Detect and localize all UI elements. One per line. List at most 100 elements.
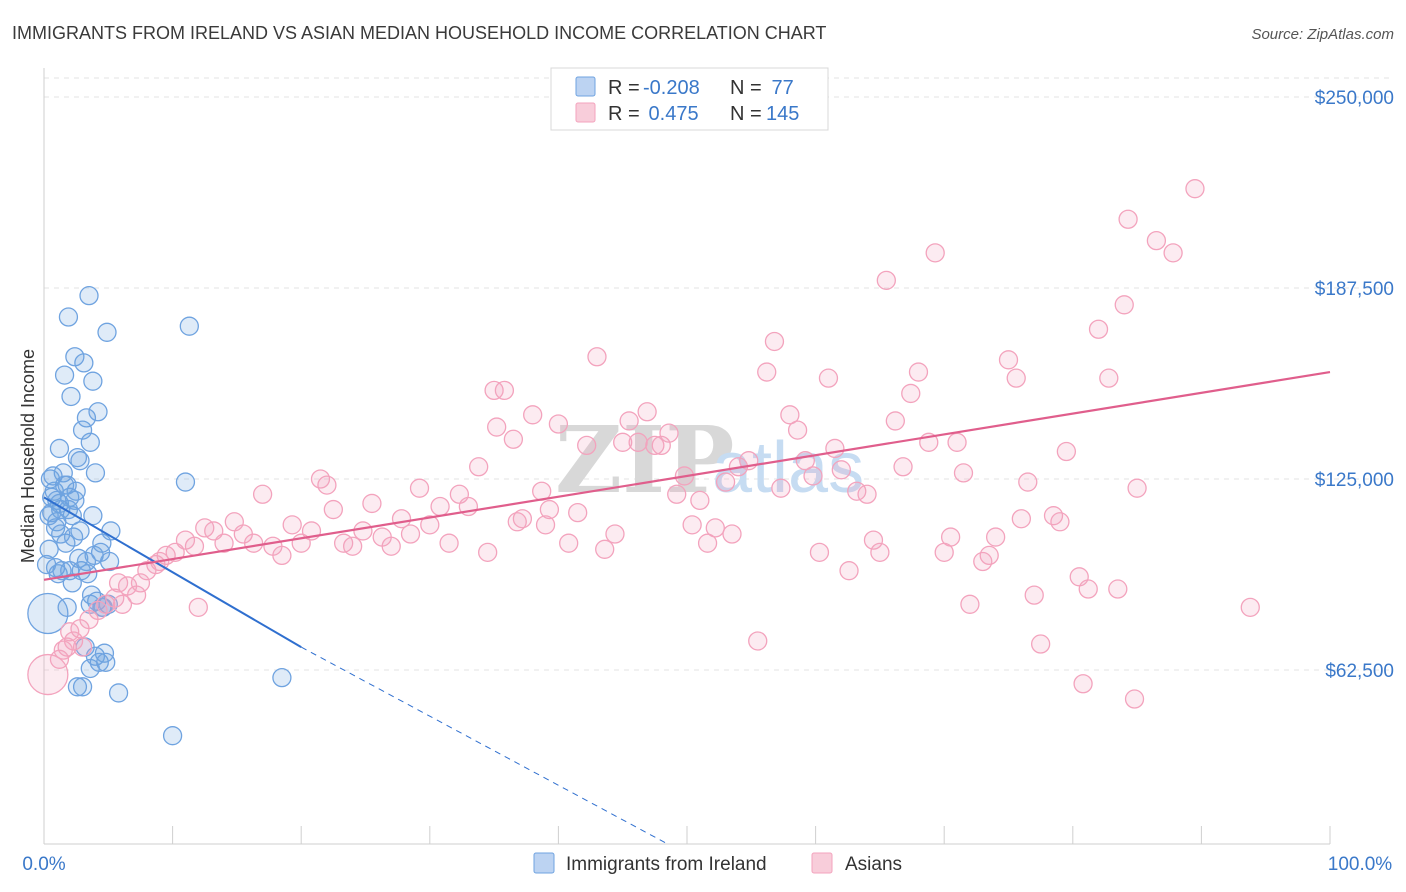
asians-point [214, 533, 234, 553]
ireland-point [54, 365, 75, 385]
chart-source: Source: ZipAtlas.com [1251, 26, 1394, 43]
series-asians-points [27, 179, 1260, 709]
trend-lines [43, 370, 1331, 845]
asians-point [484, 380, 504, 401]
asians-point [1078, 579, 1098, 599]
ireland-point [272, 667, 292, 688]
ireland-point [65, 347, 85, 367]
asians-point [682, 515, 702, 535]
asians-point [818, 368, 839, 388]
legend-swatch-asians [575, 102, 596, 123]
asians-point [1099, 368, 1119, 388]
bottom-legend-swatch-ireland [533, 852, 555, 874]
asians-point [487, 417, 507, 437]
ireland-point [70, 521, 90, 541]
legend-n-value-asians: 145 [766, 103, 799, 125]
asians-point [252, 484, 273, 504]
asians-point [381, 536, 401, 556]
asians-point [1114, 295, 1134, 315]
asians-point [112, 594, 133, 614]
asians-point [697, 533, 718, 553]
asians-point [787, 420, 808, 440]
ireland-point [90, 542, 111, 562]
asians-point [857, 484, 877, 504]
asians-point [595, 539, 615, 559]
asians-point [342, 536, 363, 556]
ireland-point [56, 533, 76, 553]
legend-r-label-asians: R = [608, 103, 645, 125]
legend-r-value-ireland: -0.208 [643, 77, 700, 99]
ireland-point [39, 539, 59, 559]
asians-point [420, 515, 440, 535]
ireland-point [88, 402, 108, 422]
asians-point [690, 490, 710, 511]
asians-point [940, 527, 961, 547]
asians-point [803, 466, 823, 486]
asians-point [1108, 579, 1128, 599]
asians-point [893, 457, 913, 477]
asians-point [659, 423, 679, 443]
asians-point [863, 530, 884, 550]
ireland-point [89, 652, 109, 673]
asians-point [577, 435, 597, 456]
asians-point [870, 542, 890, 562]
ireland-point [39, 506, 59, 526]
asians-point [925, 243, 945, 263]
watermark-zip: ZIP [555, 406, 734, 514]
asians-point [535, 515, 556, 535]
asians-point [400, 524, 421, 544]
asians-point [1031, 634, 1051, 654]
asians-trend-line [43, 370, 1331, 581]
asians-point [1127, 478, 1147, 498]
x-tick-label-max: 100.0% [1328, 854, 1393, 875]
asians-point [353, 521, 373, 541]
ireland-point [61, 386, 81, 407]
asians-point [204, 521, 224, 541]
legend-swatch-ireland [575, 76, 596, 97]
asians-point [715, 472, 736, 492]
ireland-point [49, 438, 70, 459]
asians-point [953, 463, 974, 483]
ireland-point [62, 573, 82, 593]
asians-point [108, 573, 129, 593]
asians-point [1011, 509, 1032, 529]
asians-point [72, 637, 93, 657]
asians-point [503, 429, 524, 449]
asians-point [645, 435, 665, 456]
legend-r-label-ireland: R = [608, 77, 645, 99]
bottom-legend-swatch-asians [811, 852, 833, 874]
legend-n-label-asians: N = [730, 103, 767, 125]
y-axis-tick-labels: $62,500 $125,000 $187,500 $250,000 [1315, 88, 1394, 682]
ireland-point [85, 463, 106, 483]
ireland-point [58, 307, 79, 327]
asians-point [184, 536, 205, 556]
y-tick-label: $250,000 [1315, 88, 1394, 109]
watermark: ZIP atlas [555, 406, 864, 514]
asians-point [1024, 585, 1044, 605]
chart-title: IMMIGRANTS FROM IRELAND VS ASIAN MEDIAN … [12, 23, 826, 43]
asians-point [188, 597, 208, 618]
y-tick-label: $62,500 [1325, 661, 1394, 682]
asians-point [409, 478, 430, 498]
asians-point [651, 435, 671, 456]
legend-n-label-ireland: N = [730, 77, 767, 99]
ireland-trend-line [43, 496, 302, 648]
asians-point [53, 640, 73, 660]
asians-point [637, 402, 657, 422]
asians-point [748, 631, 768, 651]
asians-point [1240, 597, 1260, 618]
asians-point [323, 499, 344, 520]
asians-point [998, 350, 1019, 370]
asians-point [559, 533, 579, 553]
ireland-point [175, 472, 196, 492]
asians-point [757, 362, 777, 382]
legend-frame [550, 67, 829, 131]
ireland-point [72, 677, 93, 697]
ireland-point [72, 420, 93, 440]
asians-point [764, 331, 785, 352]
asians-point [619, 411, 639, 431]
ireland-point [76, 551, 97, 572]
asians-point [60, 622, 80, 642]
asians-point [587, 347, 607, 367]
